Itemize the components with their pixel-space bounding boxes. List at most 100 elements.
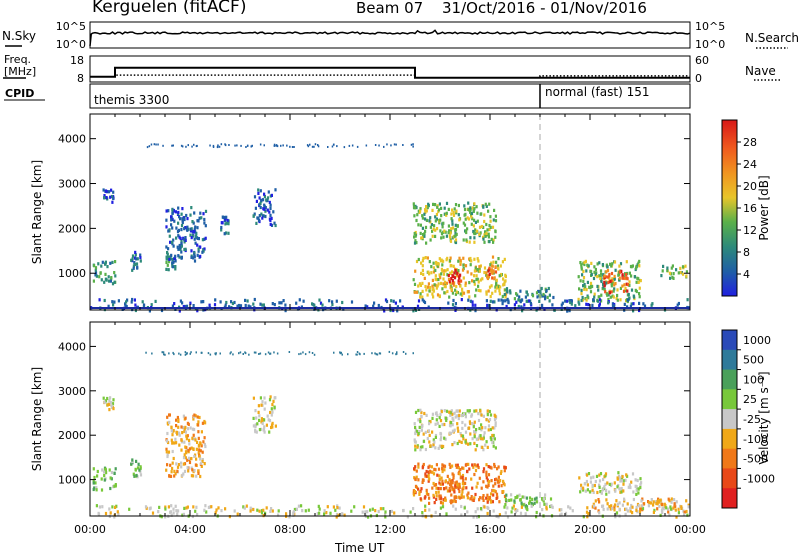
echo-cell (261, 400, 264, 404)
echo-cell (193, 413, 196, 417)
echo-cell (419, 295, 422, 299)
echo-cell (415, 429, 419, 433)
echo-cell (108, 408, 111, 412)
echo-cell (509, 291, 512, 295)
echo-cell (476, 211, 479, 215)
echo-cell (487, 473, 491, 477)
echo-cell (448, 431, 451, 435)
echo-cell (277, 513, 280, 517)
echo-cell (99, 271, 102, 275)
echo-cell (490, 237, 493, 241)
echo-cell (444, 269, 447, 273)
echo-cell (579, 279, 582, 283)
echo-cell (494, 219, 498, 223)
echo-cell (170, 504, 173, 508)
echo-cell (486, 445, 489, 449)
echo-cell (488, 495, 492, 500)
echo-cell (479, 231, 482, 235)
echo-cell (461, 434, 465, 438)
echo-cell (520, 505, 523, 509)
echo-cell (179, 217, 182, 221)
colorbar-tick-label: -100 (743, 433, 768, 446)
echo-cell (187, 422, 190, 426)
echo-cell (429, 444, 432, 448)
echo-cell (505, 493, 508, 497)
echo-cell (597, 509, 600, 513)
echo-cell (484, 234, 487, 238)
echo-cell (350, 300, 354, 304)
echo-cell (462, 263, 465, 267)
echo-cell (96, 469, 99, 474)
x-tick-label: 08:00 (274, 523, 306, 536)
echo-cell (104, 272, 107, 276)
echo-cell (417, 408, 420, 413)
echo-cell (259, 205, 262, 210)
echo-cell (440, 476, 443, 480)
echo-cell (418, 425, 421, 429)
echo-cell (631, 472, 635, 476)
echo-cell (467, 290, 470, 294)
echo-cell (584, 259, 587, 263)
echo-cell (228, 515, 231, 519)
echo-cell (92, 481, 95, 485)
echo-cell (178, 243, 181, 248)
echo-cell (605, 263, 608, 267)
echo-cell (470, 222, 473, 226)
echo-cell (413, 290, 416, 294)
echo-cell (427, 470, 430, 474)
echo-cell (568, 309, 571, 313)
echo-cell (269, 410, 272, 415)
echo-cell (613, 505, 616, 509)
echo-cell (487, 303, 491, 308)
echo-cell (445, 418, 448, 422)
echo-cell (604, 472, 608, 476)
echo-cell (271, 403, 274, 407)
echo-cell (420, 414, 423, 418)
echo-cell (635, 280, 638, 284)
echo-cell (448, 280, 451, 284)
echo-cell (471, 486, 474, 490)
echo-cell (586, 263, 589, 267)
echo-cell (421, 480, 424, 484)
echo-cell (551, 505, 554, 509)
echo-cell (421, 235, 424, 240)
echo-cell (131, 257, 134, 261)
echo-cell (413, 467, 416, 471)
echo-cell (567, 505, 570, 509)
echo-cell (175, 236, 178, 240)
echo-cell (487, 209, 490, 213)
echo-cell (486, 498, 489, 502)
echo-cell (327, 146, 329, 148)
echo-cell (249, 509, 252, 513)
echo-cell (289, 145, 291, 148)
echo-cell (451, 270, 454, 274)
echo-cell (419, 448, 422, 452)
echo-cell (285, 512, 288, 516)
echo-cell (418, 429, 421, 434)
echo-cell (177, 221, 180, 225)
echo-cell (464, 415, 467, 419)
echo-cell (214, 511, 217, 515)
echo-cell (179, 236, 182, 241)
echo-cell (652, 503, 655, 507)
echo-cell (270, 193, 273, 197)
echo-cell (495, 260, 498, 264)
echo-cell (361, 510, 364, 514)
echo-cell (613, 304, 616, 308)
echo-cell (274, 188, 277, 192)
echo-cell (204, 421, 207, 425)
date-range: 31/Oct/2016 - 01/Nov/2016 (442, 0, 647, 17)
colorbar-segment (722, 389, 737, 410)
echo-cell (178, 246, 182, 250)
echo-cell (461, 466, 464, 470)
echo-cell (605, 281, 608, 285)
echo-cell (582, 269, 585, 273)
echo-cell (225, 231, 228, 235)
echo-cell (313, 307, 316, 311)
echo-cell (432, 261, 435, 265)
echo-cell (422, 432, 425, 436)
echo-cell (204, 209, 208, 213)
echo-cell (559, 513, 562, 517)
echo-cell (447, 301, 450, 305)
echo-cell (328, 299, 331, 303)
